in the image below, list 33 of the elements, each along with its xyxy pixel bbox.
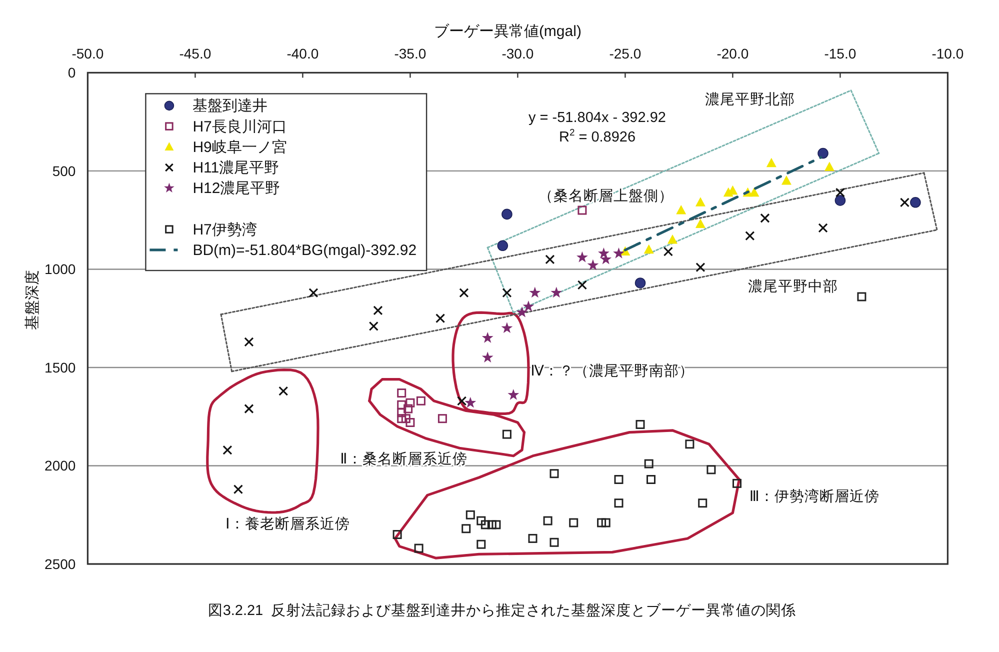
legend-label: H11濃尾平野 <box>192 159 280 176</box>
annotation: Ⅱ：桑名断層系近傍 <box>340 450 468 468</box>
y-tick-label: 500 <box>52 162 76 179</box>
x-tick-label: -35.0 <box>394 46 426 62</box>
annotation: 濃尾平野中部 <box>748 278 838 295</box>
y-tick-label: 2000 <box>44 458 76 474</box>
x-tick-label: -50.0 <box>72 46 104 62</box>
y-tick-label: 1000 <box>44 261 76 278</box>
y-tick-label: 1500 <box>44 359 76 376</box>
annotation: y = -51.804x - 392.92 <box>528 110 666 126</box>
legend-label: H9岐阜一ノ宮 <box>192 138 287 156</box>
x-tick-label: -25.0 <box>609 46 642 62</box>
x-tick-label: -10.0 <box>932 46 964 62</box>
legend-label: H7伊勢湾 <box>192 220 257 238</box>
y-tick-label: 0 <box>68 64 76 81</box>
annotation: R$^{2}$ = 0.8926 <box>558 126 636 146</box>
annotation: 濃尾平野北部 <box>704 91 795 108</box>
x-tick-label: -20.0 <box>716 46 749 62</box>
legend-label: BD(m)=-51.804*BG(mgal)-392.92 <box>192 241 417 258</box>
annotation: Ⅰ：養老断層系近傍 <box>226 516 350 533</box>
x-tick-label: -45.0 <box>179 46 212 62</box>
x-tick-label: -40.0 <box>286 46 319 62</box>
y-axis-title: 基盤深度 <box>24 270 40 330</box>
x-axis-title: ブーゲー異常値(mgal) <box>434 22 582 40</box>
x-tick-label: -30.0 <box>502 46 534 62</box>
annotation: Ⅳ：？（濃尾平野南部） <box>530 362 694 380</box>
text: 図3.2.21 反射法記録および基盤到達井から推定された基盤深度とブーゲー異常値の関係 <box>208 602 796 619</box>
x-tick-label: -15.0 <box>824 46 856 62</box>
legend-label: 基盤到達井 <box>192 97 268 114</box>
legend-label: H7長良川河口 <box>192 118 287 135</box>
legend-label: H12濃尾平野 <box>192 180 280 197</box>
annotation: Ⅲ：伊勢湾断層近傍 <box>749 488 880 506</box>
y-tick-label: 2500 <box>44 556 76 572</box>
